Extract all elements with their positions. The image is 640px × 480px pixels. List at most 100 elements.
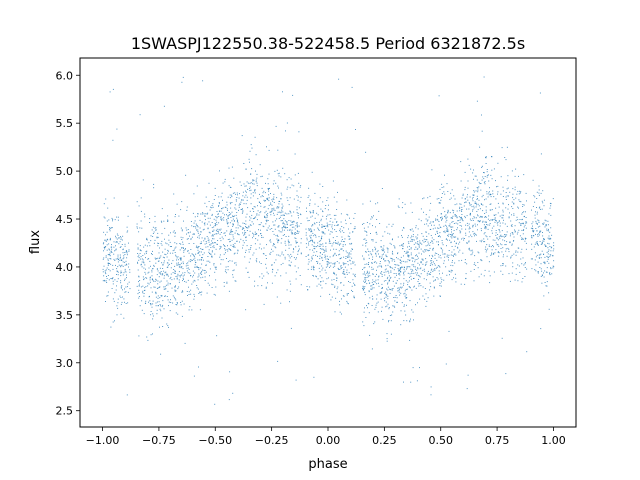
data-point [420,285,422,287]
data-point [259,276,261,278]
data-point [424,223,426,225]
data-point [284,224,286,226]
data-point [539,206,541,208]
data-point [306,237,308,239]
data-point [227,196,229,198]
data-point [522,238,523,240]
data-point [378,285,380,287]
scatter-points [102,76,555,405]
data-point [366,242,368,244]
data-point [470,254,472,256]
data-point [483,178,485,180]
data-point [211,215,213,216]
data-point [291,232,293,234]
data-point [511,226,513,227]
data-point [291,215,293,217]
data-point [335,274,337,276]
data-point [436,241,438,243]
data-point [205,196,207,198]
data-point [270,193,271,194]
data-point [288,204,290,206]
data-point [377,311,379,313]
data-point [149,260,151,262]
data-point [391,225,393,227]
data-point [534,252,536,254]
data-point [502,186,504,188]
data-point [493,225,495,227]
data-point [260,196,262,198]
data-point [177,288,179,290]
data-point [381,258,382,259]
data-point [116,241,118,243]
data-point [252,183,254,185]
data-point [211,207,213,209]
data-point [397,290,399,292]
data-point [469,227,471,229]
data-point [315,236,317,238]
data-point [375,306,377,308]
data-point [285,236,287,237]
data-point [314,234,316,236]
data-point [208,239,210,241]
data-point [215,216,217,218]
data-point [416,254,417,256]
data-point [434,269,436,271]
data-point [160,310,162,312]
data-point [364,238,366,240]
data-point [442,207,444,209]
data-point [325,246,327,248]
data-point [278,225,280,227]
data-point [324,233,326,235]
data-point [448,250,450,251]
data-point [266,219,268,221]
data-point [346,271,348,273]
data-point [299,186,301,188]
data-point [490,203,492,205]
data-point [170,232,171,234]
data-point [364,282,366,283]
data-point [234,252,236,254]
data-point [199,291,200,293]
data-point [452,209,454,211]
data-point [228,185,230,187]
data-point [382,318,384,320]
data-point [150,314,152,316]
data-point [406,267,408,269]
data-point [256,177,258,179]
data-point [384,269,386,271]
data-point [545,245,547,247]
data-point [292,233,294,235]
data-point [160,295,162,297]
data-point [174,290,176,292]
data-point [381,275,383,277]
data-point [172,231,174,233]
data-point [378,275,380,277]
data-point [255,259,257,261]
data-point [248,251,250,253]
data-point [424,241,426,242]
data-point [203,269,205,271]
data-point [232,223,234,225]
data-point [300,185,302,187]
data-point [425,249,427,251]
data-point [413,319,414,321]
data-point [411,240,413,242]
data-point [376,283,378,285]
data-point [178,281,180,283]
data-point [171,246,172,247]
data-point [520,224,522,226]
data-point [381,249,383,251]
data-point [152,236,154,237]
data-point [444,224,446,226]
data-point [158,276,160,278]
data-point [438,95,440,97]
data-point [204,224,206,226]
data-point [159,267,161,269]
data-point [533,230,535,232]
data-point [459,232,461,234]
data-point [180,259,182,261]
data-point [375,241,377,243]
data-point [413,243,415,245]
data-point [277,149,279,151]
data-point [240,184,242,186]
